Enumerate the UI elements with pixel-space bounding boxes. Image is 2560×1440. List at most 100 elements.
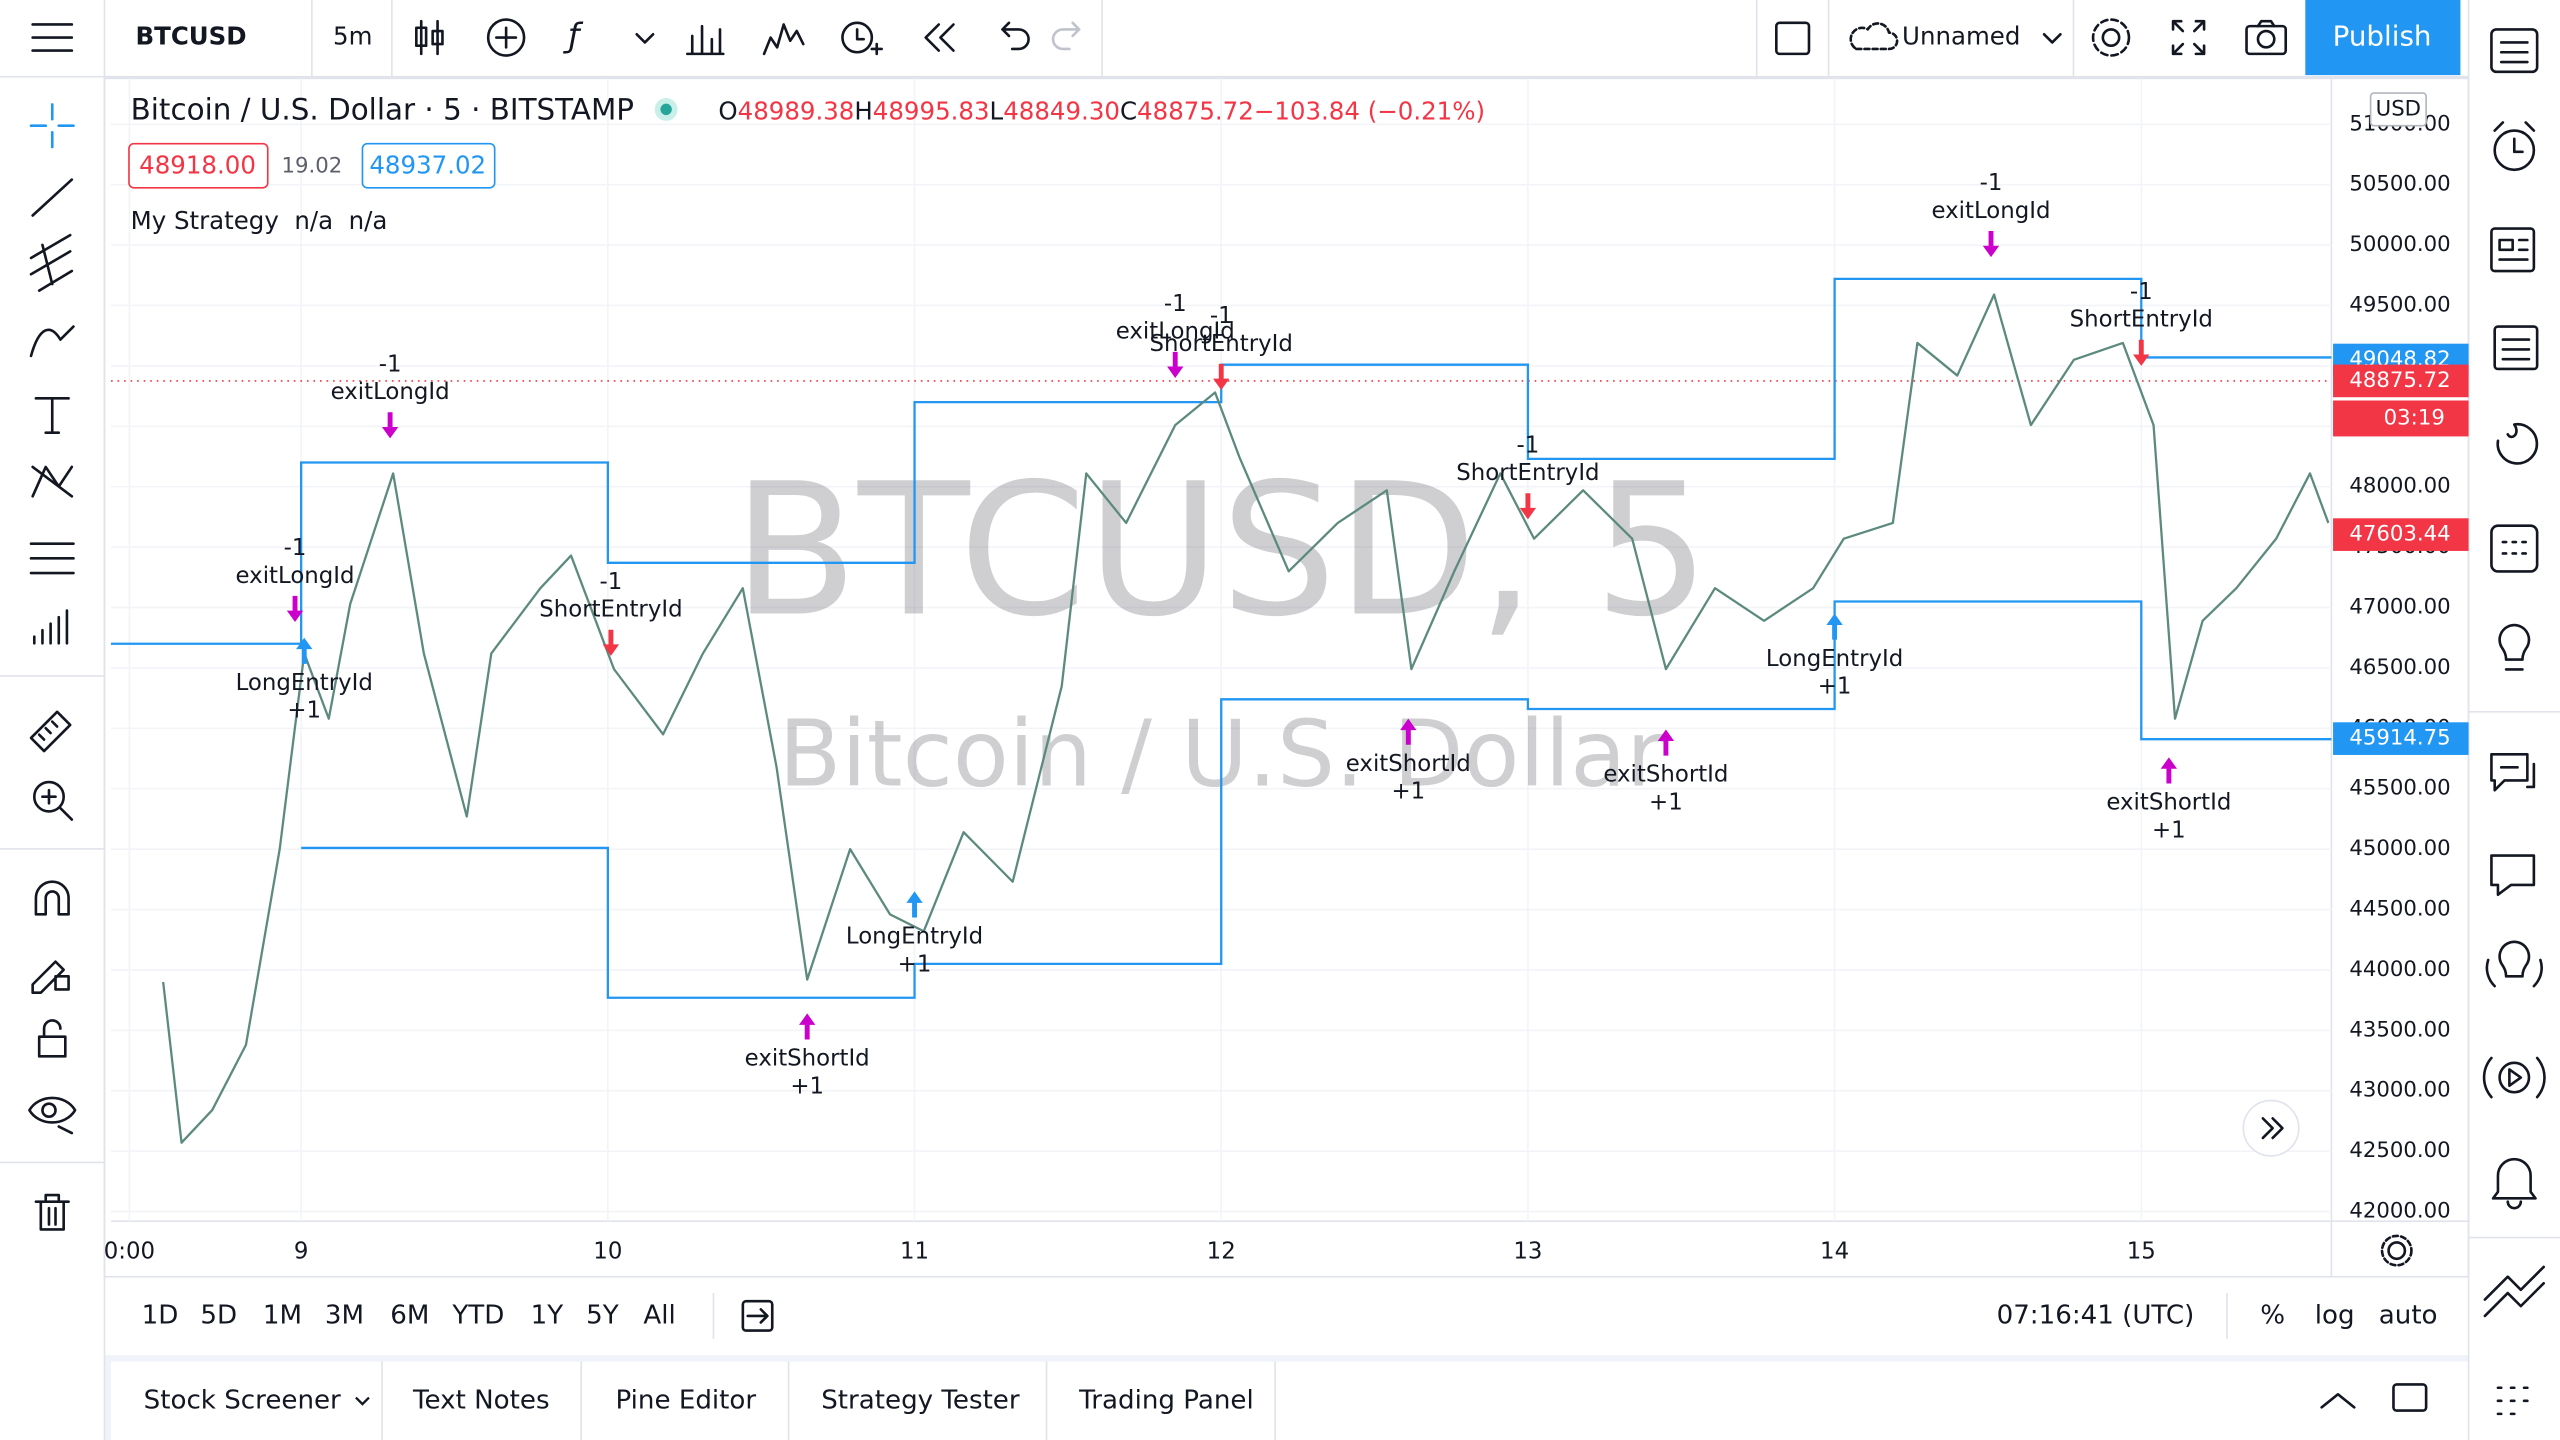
- y-tick-label: 42000.00: [2349, 1199, 2450, 1224]
- fib-tool[interactable]: [29, 233, 74, 292]
- trade-signal: exitLongId-1: [331, 351, 450, 439]
- hide-tool[interactable]: [28, 1096, 77, 1135]
- measure-tool[interactable]: [29, 710, 72, 753]
- broadcast-icon[interactable]: [2482, 1056, 2546, 1099]
- redo-icon[interactable]: [1051, 21, 1081, 51]
- currency-box[interactable]: [2369, 92, 2427, 127]
- range-button[interactable]: 3M: [325, 1300, 364, 1330]
- delete-tool[interactable]: [34, 1193, 70, 1231]
- candles-icon[interactable]: [415, 19, 444, 56]
- chats-icon[interactable]: [2490, 752, 2536, 792]
- currency[interactable]: USD: [2376, 96, 2421, 121]
- snapshot-icon[interactable]: [2245, 19, 2288, 56]
- y-tick-label: 46500.00: [2349, 655, 2450, 680]
- range-button[interactable]: 1Y: [531, 1300, 564, 1330]
- templates-icon[interactable]: [686, 24, 725, 56]
- countdown: 03:19: [2384, 405, 2445, 430]
- menu-icon[interactable]: [31, 23, 74, 52]
- text-tool[interactable]: [34, 397, 70, 434]
- brush-tool[interactable]: [29, 325, 75, 358]
- watermark-symbol: BTCUSD, 5: [733, 445, 1710, 658]
- panel-tab[interactable]: Trading Panel: [1078, 1385, 1254, 1415]
- crosshair-tool[interactable]: [29, 103, 75, 149]
- maximize-icon[interactable]: [2392, 1383, 2428, 1412]
- tips-icon[interactable]: [2498, 623, 2531, 671]
- ask-box[interactable]: [361, 142, 496, 189]
- magnet-tool[interactable]: [34, 880, 70, 916]
- symbol[interactable]: BTCUSD: [136, 22, 247, 51]
- panel-tab[interactable]: Stock Screener: [144, 1385, 341, 1415]
- more-icon[interactable]: [2496, 1386, 2529, 1416]
- fullscreen-icon[interactable]: [2171, 19, 2206, 56]
- log-toggle[interactable]: log: [2315, 1300, 2355, 1330]
- range-button[interactable]: YTD: [451, 1300, 504, 1330]
- y-tick-label: 44000.00: [2349, 957, 2450, 982]
- range-button[interactable]: 1D: [142, 1300, 179, 1330]
- hotlist-icon[interactable]: [2493, 325, 2539, 371]
- auto-toggle[interactable]: auto: [2379, 1300, 2438, 1330]
- dropdown-icon[interactable]: [2042, 32, 2062, 44]
- range-button[interactable]: 1M: [263, 1300, 302, 1330]
- countdown-bg: [2333, 400, 2469, 437]
- signal-qty: -1: [2130, 279, 2153, 305]
- bid-box[interactable]: [128, 142, 269, 189]
- ideas-stream-icon[interactable]: [2485, 940, 2543, 988]
- news-icon[interactable]: [2490, 227, 2536, 273]
- alert-icon[interactable]: [841, 21, 883, 56]
- range-button[interactable]: All: [643, 1300, 675, 1330]
- watchlist-icon[interactable]: [2490, 28, 2539, 74]
- interval[interactable]: 5m: [333, 22, 372, 51]
- indicators-tool[interactable]: [32, 609, 69, 645]
- y-tick-label: 49500.00: [2349, 292, 2450, 317]
- lock-tool[interactable]: [37, 1019, 67, 1058]
- cloud-icon[interactable]: [1849, 22, 1899, 51]
- bid[interactable]: 48918.00: [139, 151, 256, 180]
- tab-dropdown[interactable]: [355, 1396, 370, 1406]
- compare-icon[interactable]: [486, 18, 526, 57]
- chart-type-icon[interactable]: [762, 23, 805, 56]
- panel-tab[interactable]: Pine Editor: [616, 1385, 757, 1415]
- publish-button[interactable]: [2305, 0, 2461, 76]
- percent-toggle[interactable]: %: [2260, 1300, 2285, 1330]
- layout-name[interactable]: Unnamed: [1902, 22, 2020, 51]
- trade-signal: ShortEntryId-1: [1150, 303, 1293, 391]
- range-button[interactable]: 5D: [200, 1300, 237, 1330]
- pattern-tool[interactable]: [31, 465, 74, 498]
- alerts-icon[interactable]: [2493, 121, 2536, 172]
- trade-signal: LongEntryId+1: [1766, 613, 1903, 700]
- x-tick-label: 15: [2127, 1239, 2156, 1265]
- trade-signal: exitShortId+1: [1603, 729, 1728, 815]
- collapse-icon[interactable]: [2320, 1392, 2356, 1409]
- signal-label: exitShortId: [1603, 762, 1728, 788]
- settings-icon[interactable]: [2091, 18, 2131, 57]
- indicators-icon[interactable]: ƒ: [562, 17, 584, 55]
- calendar-icon[interactable]: [2490, 524, 2539, 573]
- y-tick-label: 43500.00: [2349, 1017, 2450, 1042]
- axis-settings-icon[interactable]: [2380, 1234, 2413, 1267]
- x-tick-label: 10: [593, 1239, 622, 1265]
- goto-date-icon[interactable]: [741, 1299, 774, 1332]
- scroll-icon[interactable]: [2261, 1117, 2284, 1140]
- streams-icon[interactable]: [2490, 854, 2536, 897]
- range-button[interactable]: 5Y: [586, 1300, 619, 1330]
- replay-icon[interactable]: [924, 23, 955, 52]
- panel-tab[interactable]: Text Notes: [412, 1385, 550, 1415]
- prediction-tool[interactable]: [29, 542, 75, 575]
- trend-line-tool[interactable]: [31, 178, 74, 217]
- trading-icon[interactable]: [2483, 1265, 2545, 1318]
- dropdown-icon[interactable]: [635, 32, 655, 44]
- clock[interactable]: 07:16:41 (UTC): [1997, 1300, 2195, 1330]
- zoom-tool[interactable]: [32, 780, 74, 821]
- layout-icon[interactable]: [1775, 21, 1811, 56]
- ask[interactable]: 48937.02: [369, 151, 486, 180]
- panel-tab[interactable]: Strategy Tester: [821, 1385, 1020, 1415]
- publish-label[interactable]: Publish: [2333, 20, 2432, 53]
- notifications-icon[interactable]: [2491, 1157, 2537, 1210]
- range-button[interactable]: 6M: [390, 1300, 429, 1330]
- signal-arrow: [602, 629, 620, 656]
- ideas-icon[interactable]: [2496, 422, 2539, 465]
- signal-label: exitLongId: [331, 379, 450, 405]
- ohlc-value: 48995.83: [873, 97, 990, 126]
- undo-icon[interactable]: [1001, 21, 1030, 51]
- stay-drawing-tool[interactable]: [31, 960, 70, 994]
